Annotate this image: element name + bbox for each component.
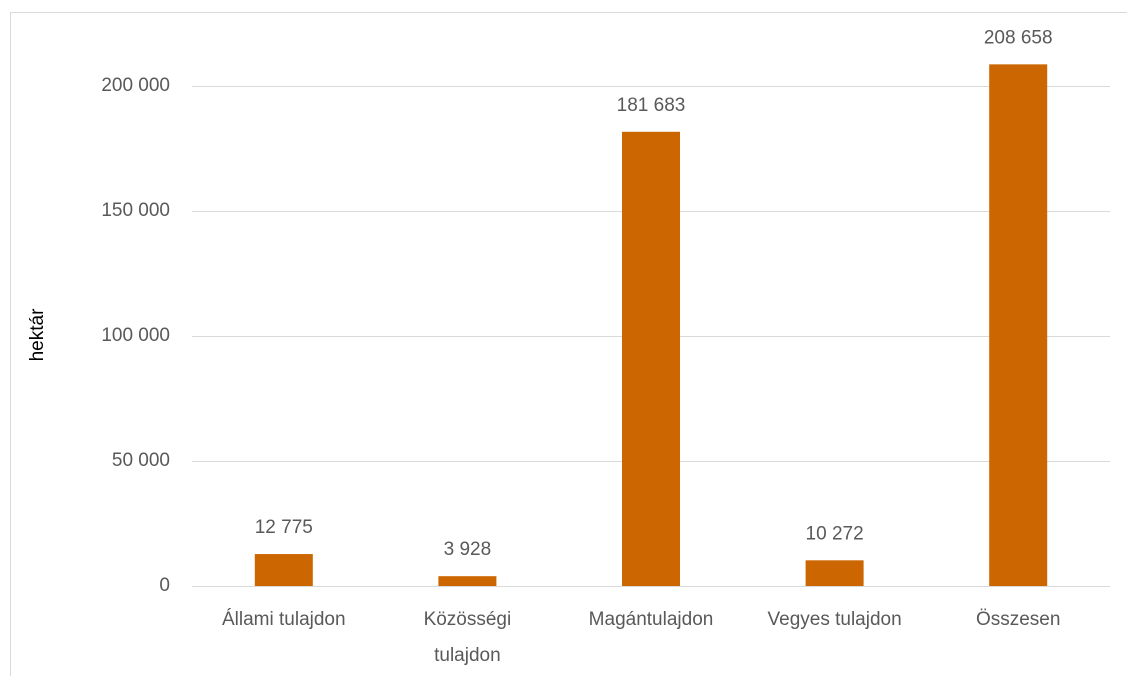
y-tick-label: 200 000 [101,75,170,96]
data-label: 12 775 [255,517,313,538]
data-label: 181 683 [617,95,686,116]
bar [254,554,313,586]
y-axis-title: hektár [27,308,48,361]
bar [989,64,1048,587]
data-label: 208 658 [984,27,1053,48]
bar [805,560,864,586]
bar [622,131,680,587]
data-label: 10 272 [806,523,864,544]
y-tick-label: 150 000 [101,200,170,221]
x-tick-label: Közösségi tulajdon [424,609,512,666]
chart-border [10,12,1127,676]
y-tick-label: 100 000 [101,325,170,346]
x-tick-label: Összesen [976,609,1060,630]
x-tick-label: Vegyes tulajdon [768,609,902,630]
y-tick-label: 50 000 [112,450,170,471]
y-tick-label: 0 [159,575,170,596]
bar [438,576,497,586]
data-label: 3 928 [444,539,492,560]
x-tick-label: Magántulajdon [589,609,714,630]
x-tick-label: Állami tulajdon [222,609,346,630]
